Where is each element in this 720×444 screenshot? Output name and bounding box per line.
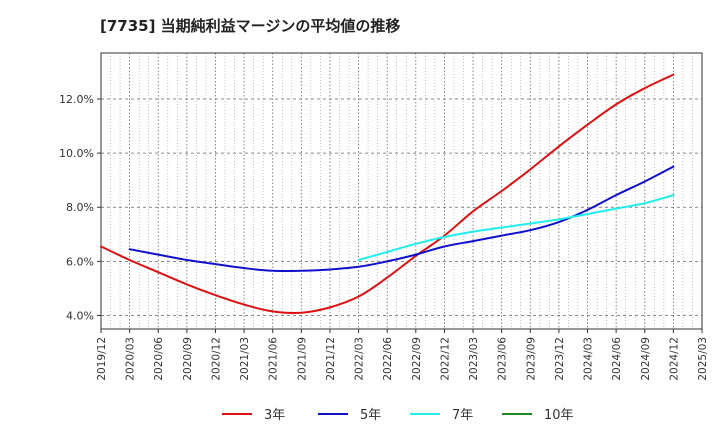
x-tick-label: 2024/06: [611, 337, 623, 381]
y-axis: 4.0% 6.0% 8.0% 10.0% 12.0%: [59, 93, 101, 322]
legend: 3年 5年 7年 10年: [222, 408, 574, 423]
x-axis: 2019/12 2020/03 2020/06 2020/09 2020/12 2021/…: [96, 329, 709, 381]
grid: [100, 53, 703, 329]
x-tick-label: 2023/09: [525, 337, 537, 381]
plot-area: [100, 52, 703, 330]
x-tick-label: 2020/03: [125, 337, 137, 381]
x-tick-label: 2020/06: [153, 337, 165, 381]
x-tick-label: 2020/09: [182, 337, 194, 381]
y-tick-label: 10.0%: [59, 147, 94, 160]
y-tick-label: 4.0%: [66, 309, 94, 322]
series-line-5年: [128, 165, 675, 273]
y-tick-label: 8.0%: [66, 201, 94, 214]
x-tick-label: 2025/03: [697, 337, 709, 381]
x-tick-label: 2023/06: [497, 337, 509, 381]
x-tick-label: 2024/12: [668, 337, 680, 381]
x-tick-label: 2023/03: [468, 337, 480, 381]
x-tick-label: 2021/09: [296, 337, 308, 381]
x-tick-label: 2022/12: [439, 337, 451, 381]
series-line-3年: [100, 73, 675, 315]
x-tick-label: 2023/12: [554, 337, 566, 381]
y-tick-label: 6.0%: [66, 255, 94, 268]
legend-label: 5年: [360, 408, 381, 423]
x-tick-label: 2022/06: [382, 337, 394, 381]
x-tick-label: 2021/06: [268, 337, 280, 381]
chart-title: [7735] 当期純利益マージンの平均値の推移: [100, 17, 400, 35]
x-tick-label: 2022/03: [354, 337, 366, 381]
x-tick-label: 2020/12: [210, 337, 222, 381]
series-lines: [100, 73, 675, 315]
x-tick-label: 2021/03: [239, 337, 251, 381]
x-tick-label: 2024/03: [583, 337, 595, 381]
legend-label: 7年: [452, 408, 473, 423]
legend-label: 3年: [264, 408, 285, 423]
x-tick-label: 2024/09: [640, 337, 652, 381]
x-tick-label: 2019/12: [96, 337, 108, 381]
series-line-7年: [357, 194, 675, 261]
y-tick-label: 12.0%: [59, 93, 94, 106]
x-tick-label: 2021/12: [325, 337, 337, 381]
x-tick-label: 2022/09: [411, 337, 423, 381]
legend-label: 10年: [544, 408, 574, 423]
